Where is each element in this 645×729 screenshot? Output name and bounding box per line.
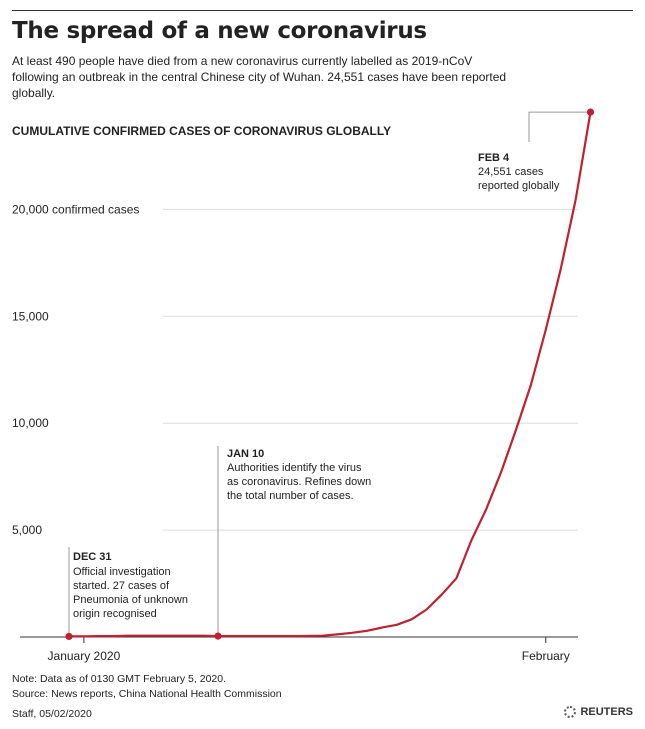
page-title: The spread of a new coronavirus xyxy=(12,18,427,44)
data-point xyxy=(214,632,222,640)
footer-source: Source: News reports, China National Hea… xyxy=(12,688,282,700)
annotation-text: Pneumonia of unknown xyxy=(73,594,188,606)
series-line xyxy=(69,111,592,638)
x-tick-label: January 2020 xyxy=(48,649,121,663)
annotation-text: Official investigation xyxy=(73,566,171,578)
annotation-text: as coronavirus. Refines down xyxy=(227,476,371,488)
data-point xyxy=(65,632,73,641)
annotation-text: the total number of cases. xyxy=(227,490,354,502)
y-tick-label: 5,000 xyxy=(12,523,42,537)
annotation-text: 24,551 cases xyxy=(478,166,544,178)
annotation-text: reported globally xyxy=(478,180,560,192)
brand-label: REUTERS xyxy=(580,706,633,718)
annotation-heading: JAN 10 xyxy=(227,448,264,460)
y-tick-label: 15,000 xyxy=(12,309,49,323)
annotation-heading: DEC 31 xyxy=(73,551,112,563)
y-tick-label: 20,000 confirmed cases xyxy=(12,202,139,216)
footer-credit: Staff, 05/02/2020 xyxy=(12,708,92,720)
top-rule xyxy=(12,10,633,11)
footer-note: Note: Data as of 0130 GMT February 5, 20… xyxy=(12,673,227,685)
reuters-mark-icon xyxy=(564,706,577,718)
annotation-text: started. 27 cases of xyxy=(73,580,170,592)
annotation-leader xyxy=(528,111,588,142)
annotation-text: Authorities identify the virus xyxy=(227,462,362,474)
page-subtitle: At least 490 people have died from a new… xyxy=(12,54,507,100)
x-tick-label: February xyxy=(522,649,570,663)
reuters-logo: REUTERS xyxy=(564,706,633,718)
y-tick-label: 10,000 xyxy=(12,416,49,430)
annotation-heading: FEB 4 xyxy=(478,152,510,164)
chart-heading: CUMULATIVE CONFIRMED CASES OF CORONAVIRU… xyxy=(12,124,392,138)
annotation-text: origin recognised xyxy=(73,608,157,620)
data-point xyxy=(586,108,595,116)
